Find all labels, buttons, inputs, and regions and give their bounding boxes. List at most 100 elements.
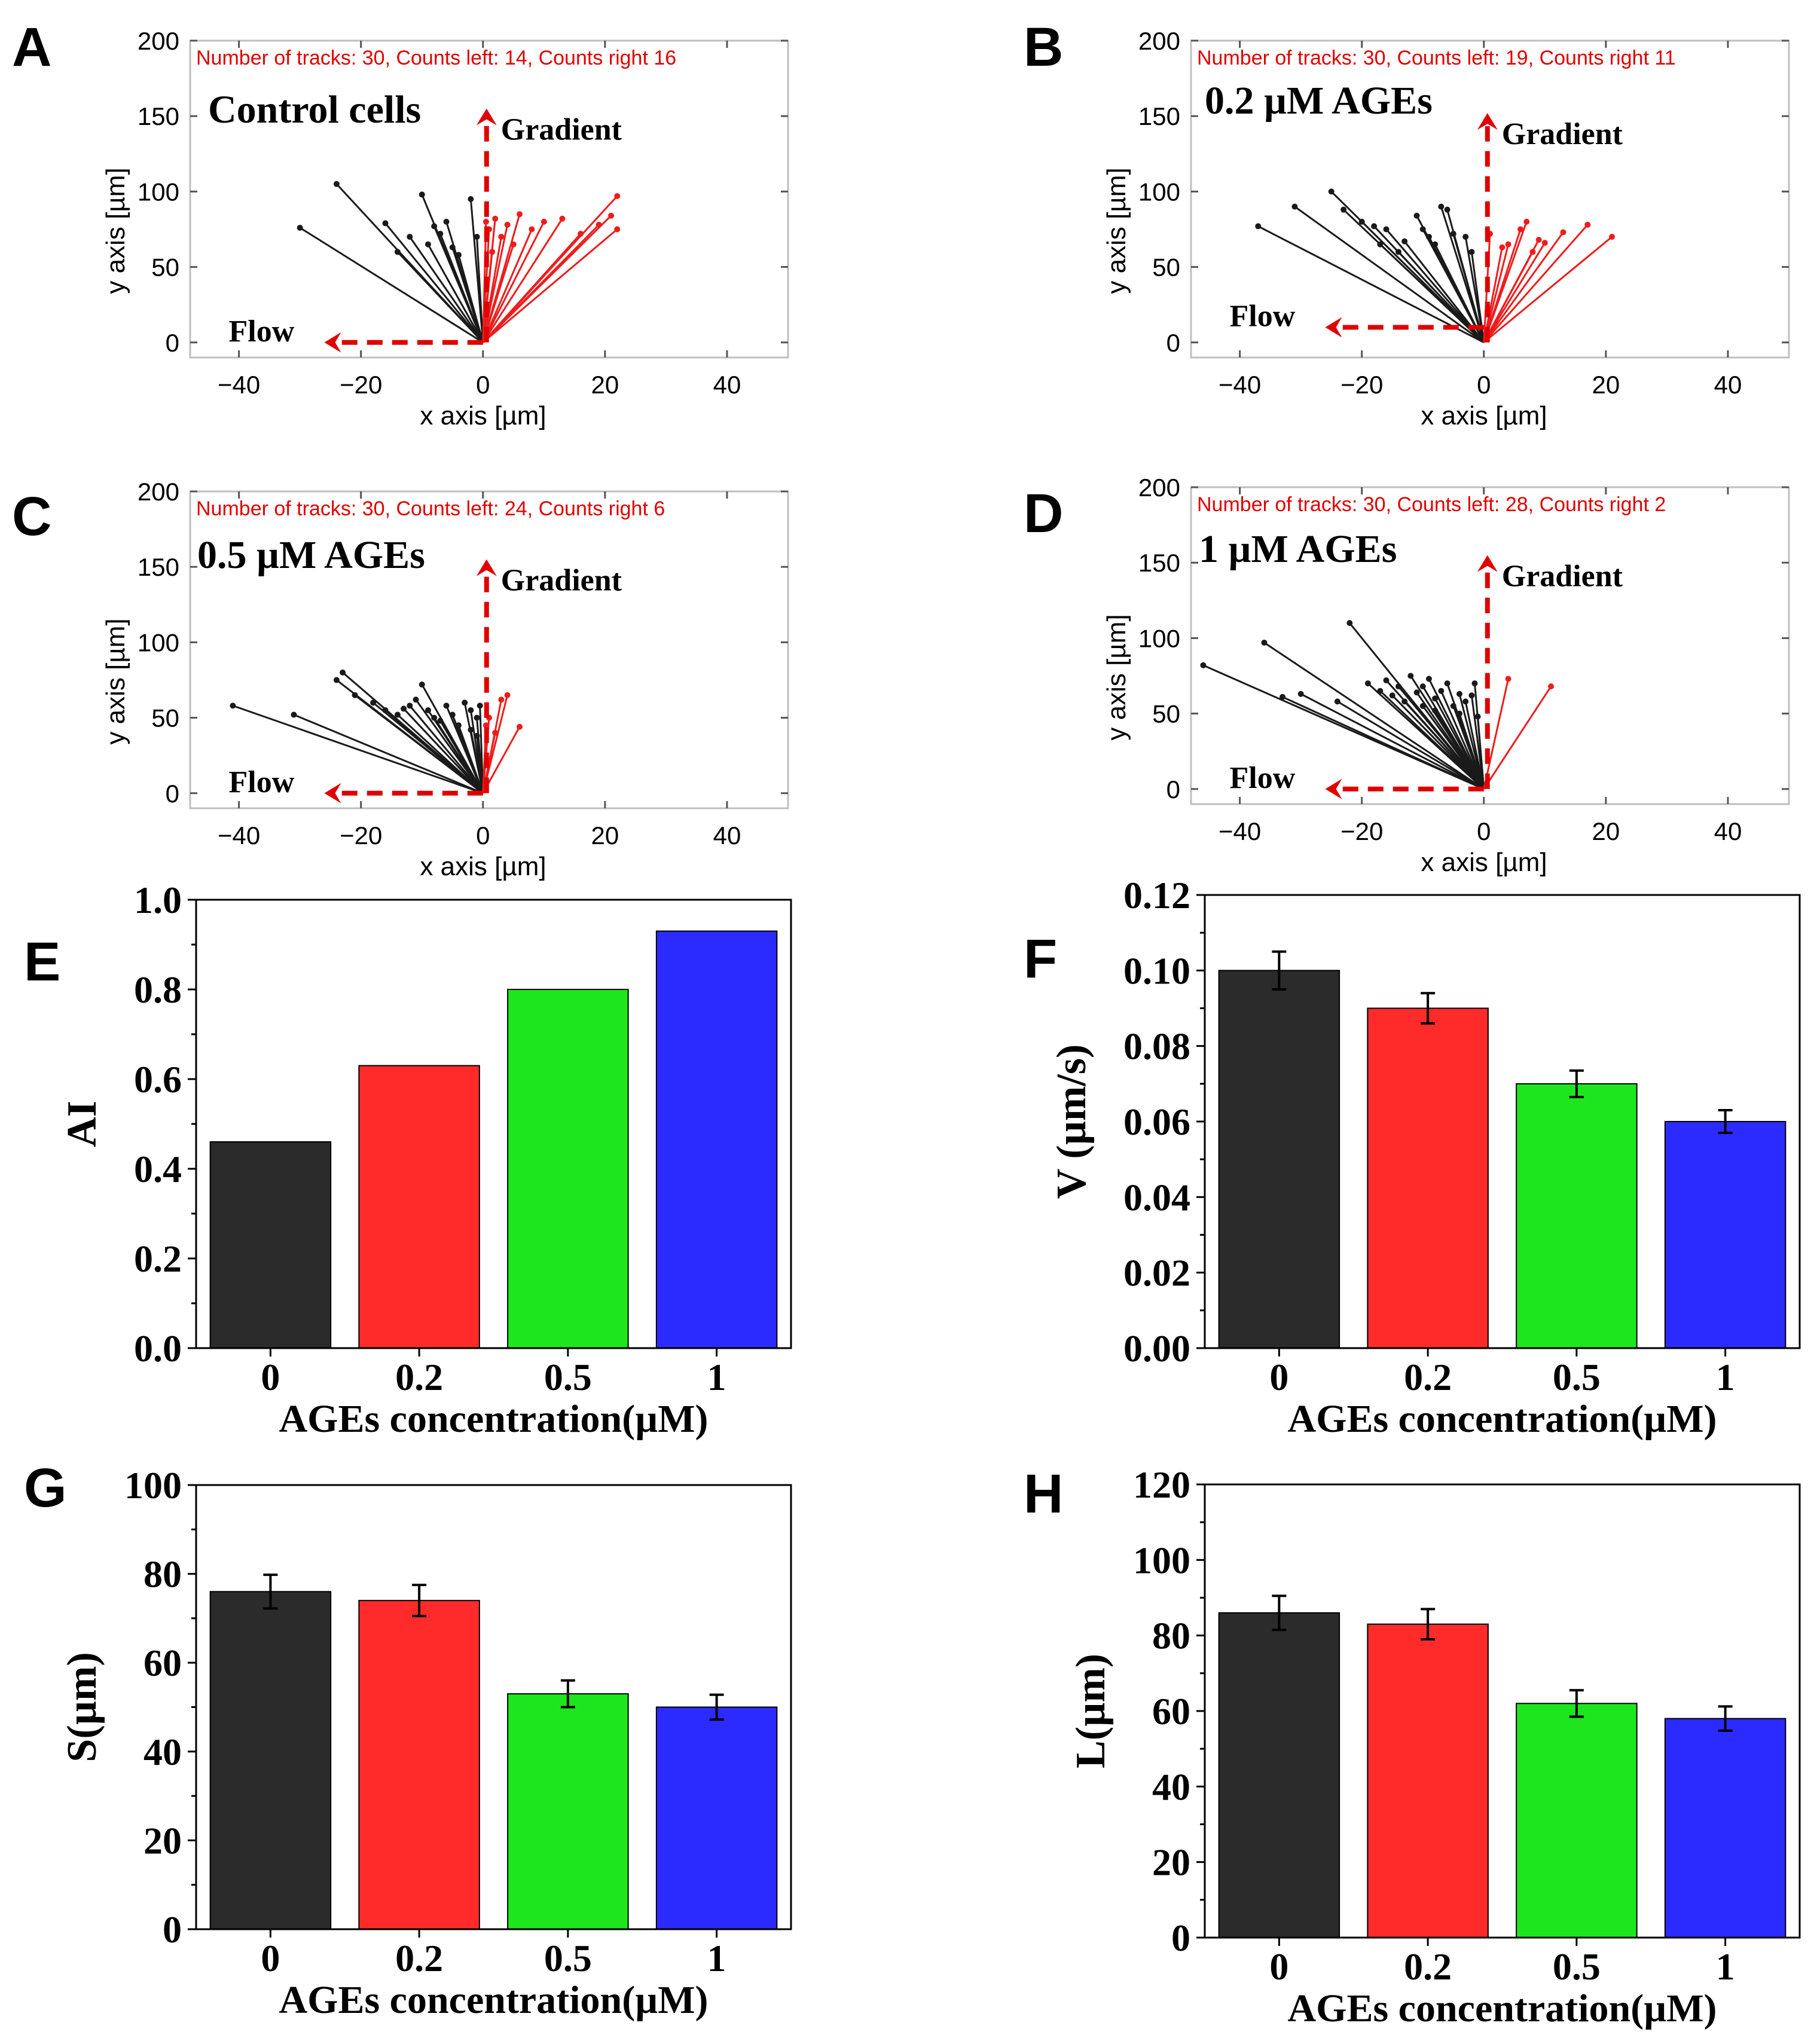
y-axis-label: y axis [µm] [101, 618, 130, 744]
panel-letter-f: F [1024, 928, 1057, 989]
y-axis-label: y axis [µm] [1102, 167, 1131, 294]
y-tick-label: 150 [138, 102, 179, 130]
x-tick-label: 0.5 [544, 1356, 592, 1398]
track-end-left [474, 732, 480, 739]
y-tick-label: 0.04 [1123, 1176, 1190, 1218]
track-end-left [1413, 212, 1420, 219]
panel-letter-e: E [24, 931, 60, 992]
bar-0 [209, 1141, 332, 1349]
bar-0-2 [358, 1600, 480, 1930]
x-tick-label: −40 [1219, 817, 1261, 845]
track-end-left [425, 707, 431, 713]
x-tick-label: 0.2 [395, 1937, 443, 1979]
panel-letter-c: C [12, 486, 51, 547]
track-end-left [1450, 702, 1456, 709]
trajectory-panel-d: −40 −20 0 20 40 0 50 100 150 200 x axis [µm] y axis… [1102, 473, 1790, 877]
gradient-arrow-head [1477, 113, 1498, 130]
track-end-left [394, 249, 401, 255]
track-end-left [1432, 241, 1439, 248]
y-tick-label: 1.0 [134, 879, 182, 921]
track-end-left [419, 682, 425, 688]
y-tick-label: 200 [1138, 27, 1180, 55]
track-end-left [455, 722, 462, 729]
track-end-left [1456, 710, 1462, 717]
y-tick-label: 0.0 [134, 1327, 182, 1370]
track-end-left [1255, 223, 1262, 230]
x-tick-label: 0.5 [1553, 1945, 1601, 1988]
track-end-left [1432, 707, 1439, 714]
bar-panel-f: 0 0.2 0.5 1 0.00 0.02 0.04 0.06 0.08 0.10 0.12 AGEs… [1049, 874, 1801, 1441]
track-end-left [407, 234, 413, 240]
panel-title: 1 µM AGEs [1199, 527, 1397, 571]
y-tick-label: 50 [1152, 700, 1180, 728]
track-end-left [1346, 620, 1353, 627]
track-end-left [340, 669, 346, 676]
track-left [299, 227, 484, 344]
x-tick-label: −20 [340, 821, 382, 850]
track-end-left [382, 707, 389, 713]
track-end-right [1548, 683, 1555, 690]
x-tick-label: 0 [261, 1356, 280, 1398]
y-tick-label: 100 [138, 178, 179, 206]
track-left [293, 714, 484, 795]
bar-1 [1664, 1718, 1787, 1938]
track-end-left [1425, 234, 1432, 240]
track-end-right [540, 218, 547, 225]
plot-frame [1190, 486, 1790, 805]
track-end-left [291, 711, 297, 718]
track-left [396, 251, 484, 343]
y-tick-label: 150 [138, 553, 179, 581]
bar-0-2 [1367, 1007, 1489, 1349]
track-right [482, 218, 563, 343]
x-tick-label: 0.5 [1553, 1356, 1601, 1398]
track-left [232, 704, 484, 795]
track-end-left [352, 692, 358, 698]
track-end-left [1438, 688, 1445, 694]
track-left [1282, 696, 1485, 790]
x-tick-label: 20 [591, 821, 619, 850]
y-axis-label: y axis [µm] [1102, 614, 1131, 740]
y-tick-label: 0 [166, 780, 179, 808]
flow-label: Flow [1229, 761, 1295, 795]
bar-panel-h: 0 0.2 0.5 1 0 20 40 60 80 100 120 AGEs concentratio… [1068, 1464, 1801, 2030]
flow-label: Flow [1229, 300, 1295, 334]
x-tick-label: 40 [713, 371, 741, 399]
track-end-left [419, 191, 425, 198]
gradient-label: Gradient [501, 564, 622, 598]
track-end-left [1450, 231, 1456, 237]
x-tick-label: 0 [476, 371, 490, 399]
track-right [1483, 686, 1552, 790]
x-tick-label: −40 [218, 821, 260, 850]
y-tick-label: 60 [1152, 1690, 1190, 1733]
y-tick-label: 0.00 [1123, 1327, 1190, 1370]
y-tick-label: 80 [1152, 1615, 1190, 1657]
track-left [354, 694, 484, 794]
y-tick-label: 0.6 [134, 1058, 182, 1101]
track-left [384, 222, 484, 343]
track-end-left [1419, 702, 1426, 709]
bar-0-5 [507, 1693, 629, 1930]
track-right [1483, 236, 1613, 343]
panel-letter-d: D [1024, 483, 1063, 544]
track-end-left [462, 699, 468, 706]
track-end-left [1395, 683, 1401, 690]
y-tick-label: 0.06 [1123, 1101, 1190, 1143]
track-count-info: Number of tracks: 30, Counts left: 19, C… [1197, 47, 1676, 69]
track-end-right [483, 218, 489, 225]
track-left [1385, 228, 1485, 343]
track-end-right [498, 696, 505, 703]
panel-letter-b: B [1024, 17, 1063, 78]
track-end-left [1297, 691, 1304, 697]
y-tick-label: 40 [143, 1731, 182, 1773]
track-end-right [1584, 221, 1591, 228]
track-end-left [431, 223, 438, 230]
y-tick-label: 0.2 [134, 1238, 182, 1280]
x-tick-label: 0.2 [395, 1356, 443, 1398]
y-tick-label: 200 [138, 27, 179, 55]
track-end-left [1291, 203, 1298, 210]
track-left [457, 254, 484, 343]
track-end-right [1505, 676, 1511, 682]
panel-title: 0.5 µM AGEs [197, 533, 425, 577]
bar-panel-g: 0 0.2 0.5 1 0 20 40 60 80 100 AGEs concentration(µ… [59, 1464, 792, 2022]
track-end-right [517, 211, 523, 218]
